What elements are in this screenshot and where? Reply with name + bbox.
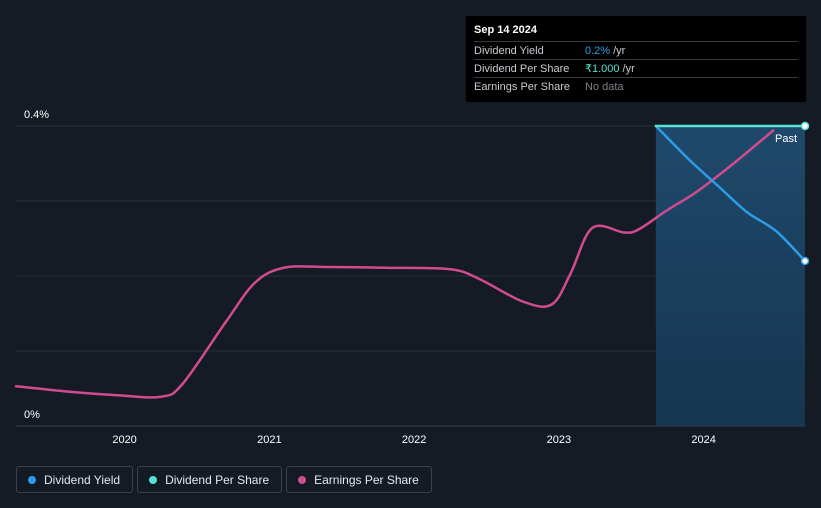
tooltip: Sep 14 2024 Dividend Yield 0.2%/yr Divid… <box>466 16 806 102</box>
x-tick-label: 2022 <box>402 434 426 446</box>
tooltip-label: Earnings Per Share <box>474 80 570 93</box>
tooltip-value-suffix: /yr <box>622 63 635 75</box>
legend-dot-icon <box>28 475 36 484</box>
tooltip-row-dividend-per-share: Dividend Per Share ₹1.000/yr <box>474 59 798 77</box>
tooltip-row-earnings-per-share: Earnings Per Share No data <box>474 77 798 95</box>
legend-label: Dividend Per Share <box>165 472 270 487</box>
legend: Dividend Yield Dividend Per Share Earnin… <box>16 466 432 493</box>
x-tick-label: 2023 <box>547 434 571 446</box>
y-tick-label: 0.4% <box>24 109 49 121</box>
x-tick-label: 2024 <box>691 434 715 446</box>
tooltip-value: ₹1.000/yr <box>585 62 635 75</box>
dividend-yield-end-point <box>800 256 810 266</box>
tooltip-value-number: ₹1.000 <box>585 63 620 75</box>
tooltip-date: Sep 14 2024 <box>474 24 537 36</box>
tooltip-value-suffix: /yr <box>613 44 626 57</box>
past-label: Past <box>775 133 797 145</box>
tooltip-value-number: 0.2% <box>585 44 611 57</box>
tooltip-label: Dividend Yield <box>474 44 544 57</box>
legend-item-dividend-yield[interactable]: Dividend Yield <box>16 466 134 493</box>
dividend-yield-line <box>654 124 807 263</box>
earnings-per-share-line <box>14 129 775 399</box>
tooltip-value: 0.2%/yr <box>585 45 625 57</box>
legend-dot-icon <box>149 475 158 484</box>
legend-dot-icon <box>298 475 307 484</box>
y-tick-label: 0% <box>24 409 40 421</box>
dividend-per-share-end-point <box>800 121 810 131</box>
legend-item-earnings-per-share[interactable]: Earnings Per Share <box>286 466 432 493</box>
tooltip-value: No data <box>585 81 624 93</box>
x-tick-label: 2021 <box>257 434 281 446</box>
series-lines <box>14 121 810 399</box>
past-region <box>655 126 805 426</box>
legend-item-dividend-per-share[interactable]: Dividend Per Share <box>137 466 283 493</box>
tooltip-label: Dividend Per Share <box>474 62 570 75</box>
axis-ticks: 0.4% 0% 2020 2021 2022 2023 2024 <box>24 109 716 446</box>
tooltip-value-number: No data <box>585 80 624 93</box>
legend-label: Earnings Per Share <box>314 472 419 487</box>
legend-label: Dividend Yield <box>44 472 121 487</box>
x-tick-label: 2020 <box>112 434 136 446</box>
tooltip-row-dividend-yield: Dividend Yield 0.2%/yr <box>474 41 798 59</box>
